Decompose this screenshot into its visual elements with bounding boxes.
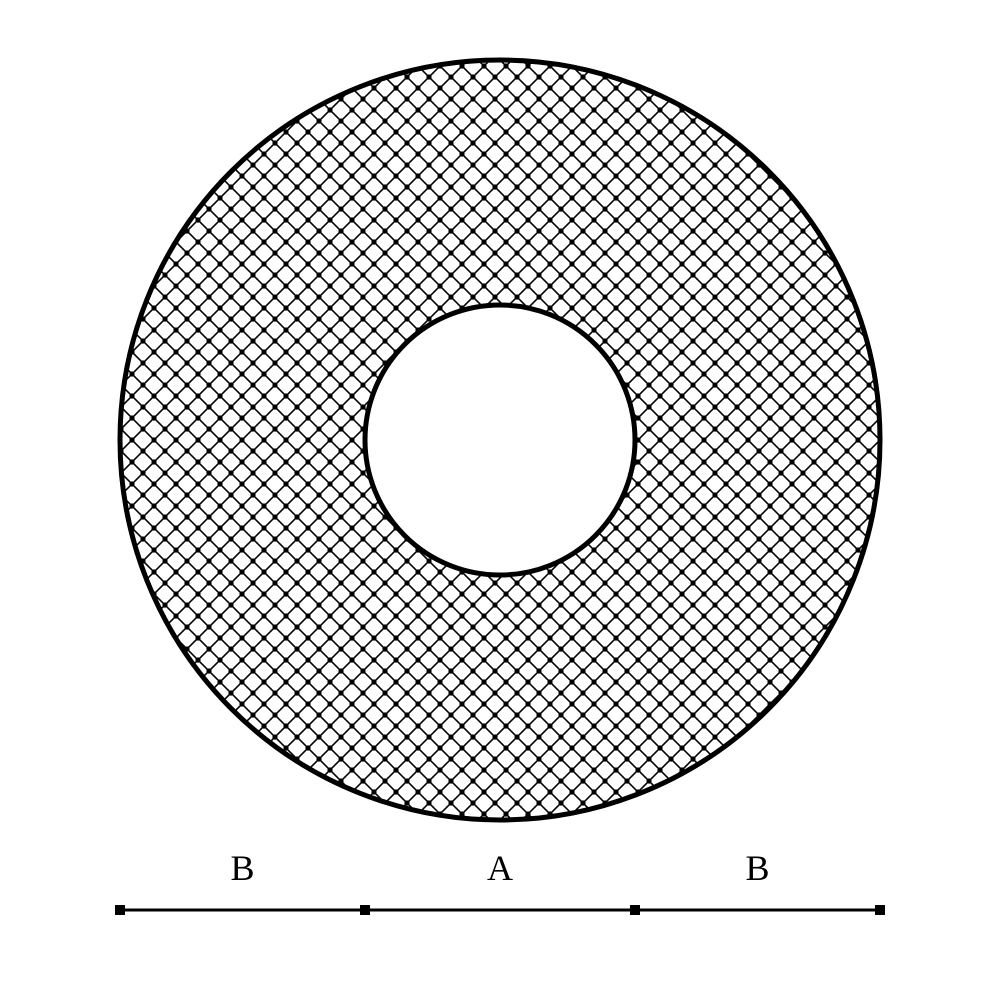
dimension-line: BAB [115,848,885,915]
dimension-tick [115,905,125,915]
dimension-label: A [487,848,513,888]
annulus-ring [118,58,882,822]
dimension-tick [630,905,640,915]
dimension-tick [875,905,885,915]
dimension-tick [360,905,370,915]
dimension-label: B [230,848,254,888]
dimension-label: B [745,848,769,888]
diagram-canvas: BAB [0,0,1000,1000]
inner-circle [365,305,635,575]
